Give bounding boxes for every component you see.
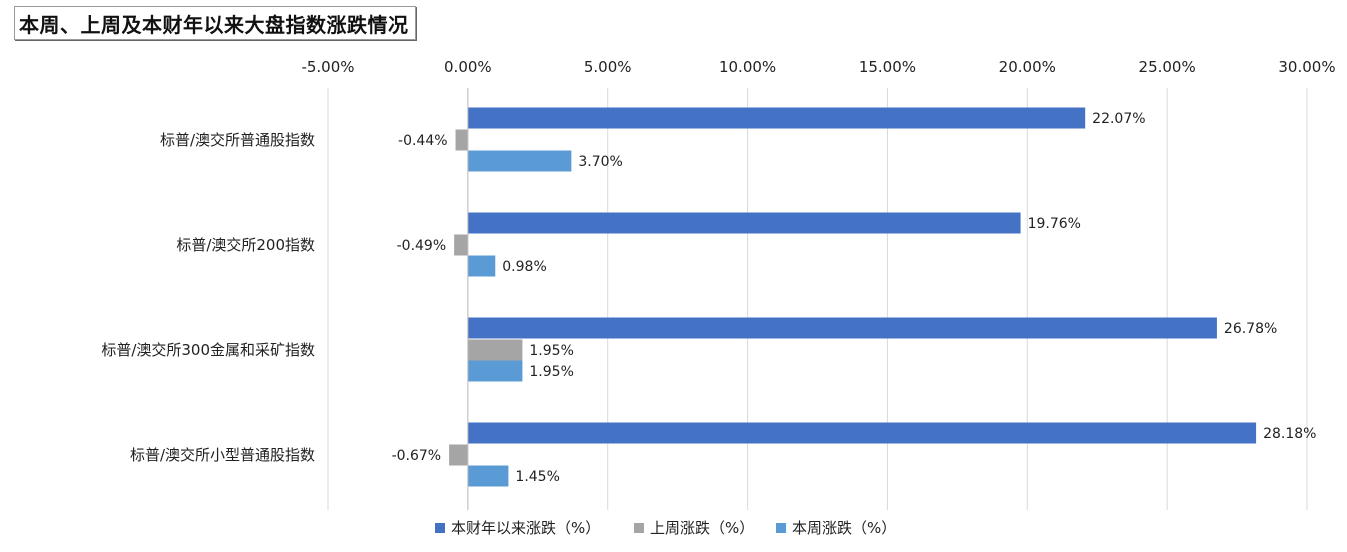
data-label: 28.18% bbox=[1263, 426, 1316, 442]
data-label: 1.45% bbox=[515, 469, 559, 485]
legend-label: 本财年以来涨跌（%） bbox=[451, 519, 600, 537]
bar bbox=[467, 360, 523, 382]
bar bbox=[467, 212, 1021, 234]
legend-swatch bbox=[634, 523, 644, 533]
category-label: 标普/澳交所普通股指数 bbox=[160, 131, 315, 149]
data-label: -0.44% bbox=[398, 133, 448, 149]
category-label: 标普/澳交所200指数 bbox=[176, 236, 315, 254]
category-label: 标普/澳交所300金属和采矿指数 bbox=[101, 341, 315, 359]
category-label: 标普/澳交所小型普通股指数 bbox=[130, 446, 315, 464]
data-label: 26.78% bbox=[1224, 321, 1277, 337]
data-label: 19.76% bbox=[1028, 216, 1081, 232]
x-tick-label: 30.00% bbox=[1278, 58, 1335, 76]
x-tick-label: 5.00% bbox=[584, 58, 632, 76]
bar bbox=[467, 107, 1086, 129]
x-tick-label: 20.00% bbox=[999, 58, 1056, 76]
x-tick-label: 0.00% bbox=[444, 58, 492, 76]
legend-label: 本周涨跌（%） bbox=[792, 519, 896, 537]
data-label: -0.49% bbox=[397, 238, 447, 254]
legend-swatch bbox=[776, 523, 786, 533]
bar bbox=[467, 339, 523, 361]
x-tick-label: -5.00% bbox=[301, 58, 354, 76]
bar bbox=[467, 422, 1257, 444]
data-label: 3.70% bbox=[578, 154, 622, 170]
bar bbox=[467, 255, 496, 277]
legend-swatch bbox=[435, 523, 445, 533]
bar bbox=[449, 444, 468, 466]
bar bbox=[454, 234, 468, 256]
x-tick-label: 10.00% bbox=[719, 58, 776, 76]
bar bbox=[467, 465, 509, 487]
x-tick-label: 15.00% bbox=[859, 58, 916, 76]
bar bbox=[455, 129, 468, 151]
data-label: 0.98% bbox=[502, 259, 546, 275]
chart-title: 本周、上周及本财年以来大盘指数涨跌情况 bbox=[19, 12, 409, 37]
data-label: -0.67% bbox=[392, 448, 442, 464]
chart-title-box: 本周、上周及本财年以来大盘指数涨跌情况 bbox=[14, 6, 416, 40]
bar bbox=[467, 317, 1217, 339]
x-tick-label: 25.00% bbox=[1139, 58, 1196, 76]
data-label: 1.95% bbox=[529, 343, 573, 359]
legend-label: 上周涨跌（%） bbox=[650, 519, 754, 537]
data-label: 22.07% bbox=[1092, 111, 1145, 127]
data-label: 1.95% bbox=[529, 364, 573, 380]
bar bbox=[467, 150, 572, 172]
